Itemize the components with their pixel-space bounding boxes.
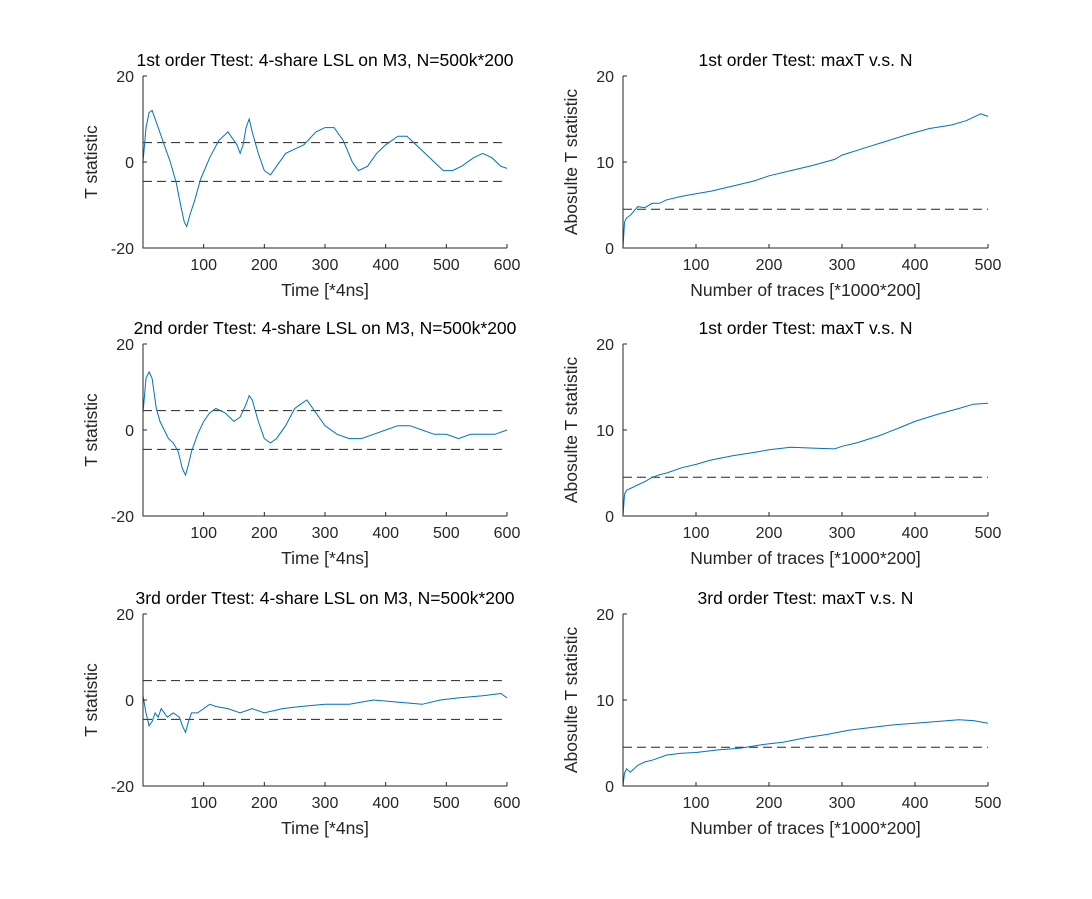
x-tick-label: 100 xyxy=(190,795,217,812)
y-tick-label: 10 xyxy=(596,155,614,172)
x-tick-label: 300 xyxy=(829,257,856,274)
x-tick-label: 400 xyxy=(902,795,929,812)
x-tick-label: 100 xyxy=(190,525,217,542)
y-tick-label: 20 xyxy=(116,69,134,86)
y-tick-label: 0 xyxy=(125,693,134,710)
x-tick-label: 500 xyxy=(433,257,460,274)
subplot-title: 3rd order Ttest: maxT v.s. N xyxy=(698,588,914,608)
x-tick-label: 500 xyxy=(433,525,460,542)
x-axis-label: Time [*4ns] xyxy=(281,548,369,568)
x-tick-label: 300 xyxy=(312,257,339,274)
x-tick-label: 500 xyxy=(433,795,460,812)
x-axis-label: Time [*4ns] xyxy=(281,280,369,300)
x-axis-label: Number of traces [*1000*200] xyxy=(690,280,921,300)
y-tick-label: 10 xyxy=(596,693,614,710)
x-tick-label: 400 xyxy=(372,257,399,274)
x-tick-label: 300 xyxy=(312,795,339,812)
series-line xyxy=(142,370,508,477)
y-axis-label: Abosulte T statistic xyxy=(561,357,581,503)
x-tick-label: 500 xyxy=(975,795,1002,812)
x-tick-label: 300 xyxy=(829,795,856,812)
series-line xyxy=(622,719,989,787)
subplot-1: 1st order Ttest: 4-share LSL on M3, N=50… xyxy=(81,50,520,300)
x-tick-label: 500 xyxy=(975,525,1002,542)
series-line xyxy=(142,692,508,734)
x-tick-label: 100 xyxy=(683,257,710,274)
y-axis-label: T statistic xyxy=(81,663,101,737)
subplot-title: 1st order Ttest: 4-share LSL on M3, N=50… xyxy=(137,50,514,70)
subplot-title: 2nd order Ttest: 4-share LSL on M3, N=50… xyxy=(134,318,517,338)
axis-lines xyxy=(622,76,988,249)
y-tick-label: 0 xyxy=(125,155,134,172)
y-tick-label: 10 xyxy=(596,423,614,440)
y-axis-label: Abosulte T statistic xyxy=(561,627,581,773)
x-tick-label: 100 xyxy=(683,795,710,812)
subplot-title: 3rd order Ttest: 4-share LSL on M3, N=50… xyxy=(136,588,515,608)
y-tick-label: 20 xyxy=(596,69,614,86)
y-tick-label: -20 xyxy=(111,241,134,258)
y-tick-label: 20 xyxy=(596,337,614,354)
y-tick-label: 0 xyxy=(605,779,614,796)
y-axis-label: T statistic xyxy=(81,125,101,199)
x-tick-label: 200 xyxy=(756,795,783,812)
x-axis-label: Number of traces [*1000*200] xyxy=(690,548,921,568)
axis-lines xyxy=(142,344,507,517)
y-tick-label: 20 xyxy=(116,607,134,624)
series-line xyxy=(622,113,989,249)
subplot-3: 2nd order Ttest: 4-share LSL on M3, N=50… xyxy=(81,318,520,568)
x-tick-label: 400 xyxy=(902,257,929,274)
x-tick-label: 100 xyxy=(190,257,217,274)
y-tick-label: 0 xyxy=(125,423,134,440)
x-tick-label: 200 xyxy=(756,257,783,274)
y-tick-label: 0 xyxy=(605,241,614,258)
axis-lines xyxy=(142,76,507,249)
x-tick-label: 200 xyxy=(756,525,783,542)
x-tick-label: 600 xyxy=(494,525,521,542)
y-axis-label: T statistic xyxy=(81,393,101,467)
subplot-title: 1st order Ttest: maxT v.s. N xyxy=(699,50,913,70)
y-tick-label: -20 xyxy=(111,779,134,796)
x-axis-label: Time [*4ns] xyxy=(281,818,369,838)
x-tick-label: 400 xyxy=(372,795,399,812)
x-tick-label: 500 xyxy=(975,257,1002,274)
axis-lines xyxy=(142,614,507,787)
x-tick-label: 600 xyxy=(494,795,521,812)
subplot-5: 3rd order Ttest: 4-share LSL on M3, N=50… xyxy=(81,588,520,838)
x-tick-label: 600 xyxy=(494,257,521,274)
y-tick-label: -20 xyxy=(111,509,134,526)
x-tick-label: 300 xyxy=(829,525,856,542)
y-tick-label: 20 xyxy=(116,337,134,354)
x-tick-label: 100 xyxy=(683,525,710,542)
y-tick-label: 0 xyxy=(605,509,614,526)
x-tick-label: 200 xyxy=(251,525,278,542)
series-line xyxy=(622,402,989,517)
subplot-title: 1st order Ttest: maxT v.s. N xyxy=(699,318,913,338)
x-tick-label: 400 xyxy=(902,525,929,542)
axis-lines xyxy=(622,344,988,517)
x-tick-label: 200 xyxy=(251,257,278,274)
y-axis-label: Abosulte T statistic xyxy=(561,89,581,235)
series-line xyxy=(142,109,508,228)
x-tick-label: 400 xyxy=(372,525,399,542)
x-axis-label: Number of traces [*1000*200] xyxy=(690,818,921,838)
x-tick-label: 300 xyxy=(312,525,339,542)
y-tick-label: 20 xyxy=(596,607,614,624)
axis-lines xyxy=(622,614,988,787)
x-tick-label: 200 xyxy=(251,795,278,812)
